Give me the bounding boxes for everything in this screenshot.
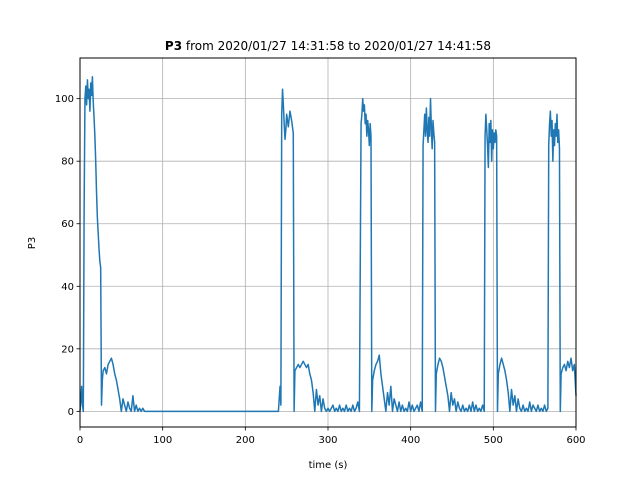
x-tick-label: 300 <box>318 435 337 446</box>
y-tick-label: 100 <box>55 94 74 105</box>
y-tick-label: 60 <box>61 219 74 230</box>
series-line-0 <box>79 76 577 413</box>
x-tick-label: 600 <box>566 435 585 446</box>
x-tick-label: 100 <box>153 435 172 446</box>
x-axis-label: time (s) <box>309 460 348 471</box>
y-axis-label: P3 <box>27 237 38 249</box>
ticks: 0 100 200 300 400 500 600 0 20 40 60 80 100 <box>55 94 586 446</box>
chart-title: P3 from 2020/01/27 14:31:58 to 2020/01/2… <box>165 39 491 53</box>
y-tick-label: 40 <box>61 282 74 293</box>
series-layer <box>79 76 577 413</box>
x-tick-label: 0 <box>77 435 83 446</box>
chart-title-bold: P3 <box>165 39 182 53</box>
x-tick-label: 400 <box>401 435 420 446</box>
y-tick-label: 0 <box>68 407 74 418</box>
y-tick-label: 80 <box>61 157 74 168</box>
x-tick-label: 500 <box>484 435 503 446</box>
chart-title-rest: from 2020/01/27 14:31:58 to 2020/01/27 1… <box>182 39 491 53</box>
x-tick-label: 200 <box>236 435 255 446</box>
y-tick-label: 20 <box>61 344 74 355</box>
